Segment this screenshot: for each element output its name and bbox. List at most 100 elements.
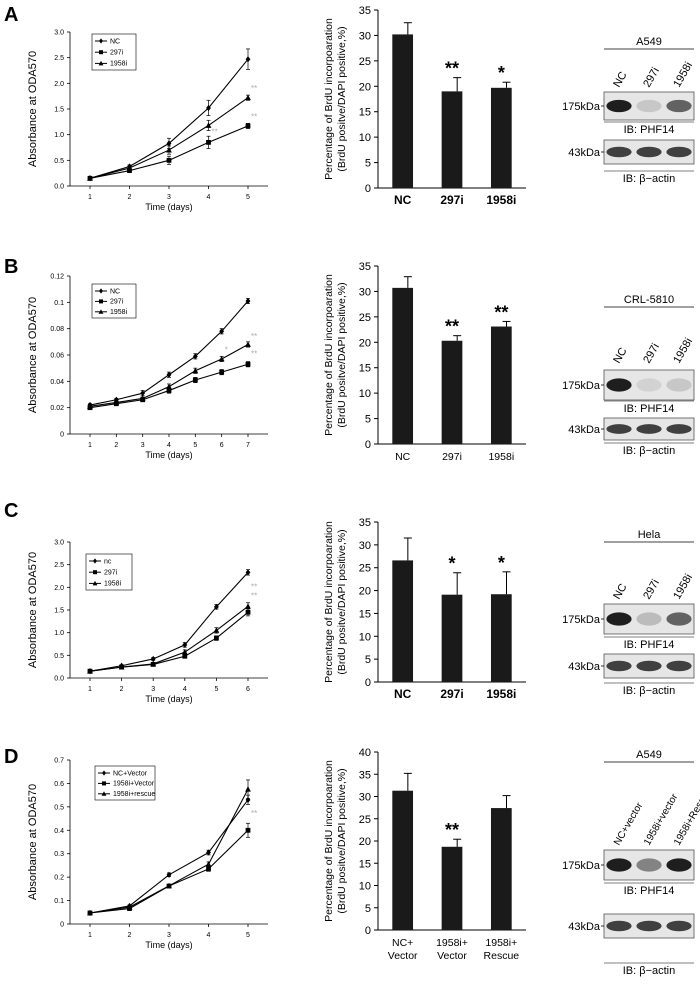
y-tick-label: 0 (365, 439, 371, 451)
data-point (192, 353, 198, 360)
protein-band (636, 146, 662, 158)
y-tick-label: 0.5 (54, 158, 64, 165)
data-point (166, 140, 172, 147)
x-tick-label: 1 (88, 932, 92, 939)
y-tick-label: 5 (365, 414, 371, 426)
growth-line-chart: 0.0 0.5 1.0 1.5 2.0 2.5 3.0 1 2 3 4 5 Time (days) Abs… (27, 30, 268, 212)
lane-label: 1958i (671, 60, 695, 89)
legend-marker (98, 60, 104, 66)
data-point (245, 361, 251, 367)
category-label: NC (394, 193, 412, 207)
data-point (206, 139, 211, 145)
series-line (89, 789, 249, 914)
data-point (245, 341, 251, 347)
y-tick-label: 35 (359, 769, 371, 781)
y-tick-label: 1.0 (54, 630, 64, 637)
legend-marker (102, 781, 106, 786)
data-point (213, 627, 220, 633)
protein-band (636, 424, 662, 434)
data-point (205, 861, 212, 867)
data-point (214, 603, 219, 610)
y-tick-label: 0.02 (50, 405, 64, 412)
antibody-label: IB: PHF14 (624, 124, 675, 136)
legend-marker (98, 309, 104, 314)
y-tick-label: 10 (359, 881, 371, 893)
y-tick-label: 0 (60, 432, 64, 439)
panel-letter: A (4, 4, 19, 26)
legend-marker (99, 299, 103, 304)
protein-band (666, 612, 692, 626)
data-point (219, 369, 225, 375)
data-point (205, 122, 212, 128)
y-tick-label: 10 (359, 388, 371, 400)
bar (392, 287, 414, 444)
data-point (166, 371, 172, 378)
x-tick-label: 4 (167, 442, 171, 449)
data-point (87, 403, 93, 409)
x-axis-title: Time (days) (145, 940, 192, 950)
brdu-bar-chart: 0 5 10 15 20 25 30 35 NC ** 297i * 1958i Percentage o… (323, 5, 526, 207)
data-point (182, 653, 188, 659)
significance-mark: * (225, 345, 228, 354)
y-tick-label: 25 (359, 814, 371, 826)
data-point (245, 603, 251, 609)
panel-a: A 0.0 0.5 1.0 1.5 2.0 2.5 3.0 1 2 3 4 5 Time (days) A… (0, 0, 700, 240)
cell-line-label: A549 (636, 749, 662, 761)
x-tick-label: 4 (207, 932, 211, 939)
legend-label: nc (104, 558, 112, 565)
protein-band (636, 378, 662, 392)
lane-label: 297i (641, 341, 662, 365)
x-tick-label: 1 (88, 686, 92, 693)
molecular-weight-label: 175kDa (562, 101, 601, 113)
y-tick-label: 15 (359, 107, 371, 119)
y-axis-title-line2: (BrdU positve/DAPI positive,%) (336, 768, 348, 913)
y-tick-label: 0 (365, 677, 371, 689)
bar (441, 340, 463, 444)
data-point (87, 909, 93, 916)
legend-label: 1958i+rescue (113, 791, 155, 798)
data-point (245, 569, 251, 576)
y-axis-title: Absorbance at ODA570 (27, 784, 39, 900)
lane-label: 1958i+Rescue (672, 786, 700, 847)
cell-line-label: A549 (636, 36, 662, 48)
protein-band (636, 660, 662, 672)
significance-mark: * (448, 554, 455, 574)
x-tick-label: 3 (167, 194, 171, 201)
data-point (181, 649, 188, 655)
series-line (89, 829, 249, 914)
western-blot: CRL-5810 NC 297i 1958i 175kDa IB: PHF14 43kDa I… (562, 294, 695, 457)
protein-band (636, 612, 662, 626)
category-label: NC (395, 451, 411, 463)
bar (490, 808, 512, 930)
y-tick-label: 0.6 (54, 781, 64, 788)
data-point (218, 355, 225, 362)
protein-band (636, 858, 662, 872)
y-tick-label: 3.0 (54, 540, 64, 547)
cell-line-label: Hela (638, 529, 662, 541)
lane-label: NC (611, 346, 629, 366)
y-tick-label: 2.0 (54, 585, 64, 592)
brdu-bar-chart: 0510152025303540NC+Vector**1958i+Vector1… (323, 747, 526, 962)
legend-label: NC (110, 38, 120, 45)
y-tick-label: 0.0 (54, 184, 64, 191)
legend-label: 1958i+Vector (113, 781, 155, 788)
x-tick-label: 2 (128, 932, 132, 939)
data-point (245, 94, 251, 101)
data-point (206, 104, 211, 112)
series-line (89, 572, 249, 672)
significance-mark: * (498, 553, 505, 573)
y-tick-label: 5 (365, 654, 371, 666)
brdu-bar-chart: 0 5 10 15 20 25 30 35 NC ** 297i ** 1958i Percentage … (323, 261, 526, 463)
significance-mark: * (498, 63, 505, 83)
data-point (127, 168, 132, 173)
antibody-label: IB: β−actin (623, 685, 676, 697)
y-tick-label: 2.5 (54, 55, 64, 62)
bar (441, 594, 463, 682)
protein-band (606, 424, 632, 434)
legend-marker (101, 791, 107, 796)
cell-line-label: CRL-5810 (624, 294, 674, 306)
data-point (192, 377, 198, 383)
y-tick-label: 15 (359, 363, 371, 375)
y-tick-label: 0.5 (54, 804, 64, 811)
legend-marker (99, 288, 103, 294)
